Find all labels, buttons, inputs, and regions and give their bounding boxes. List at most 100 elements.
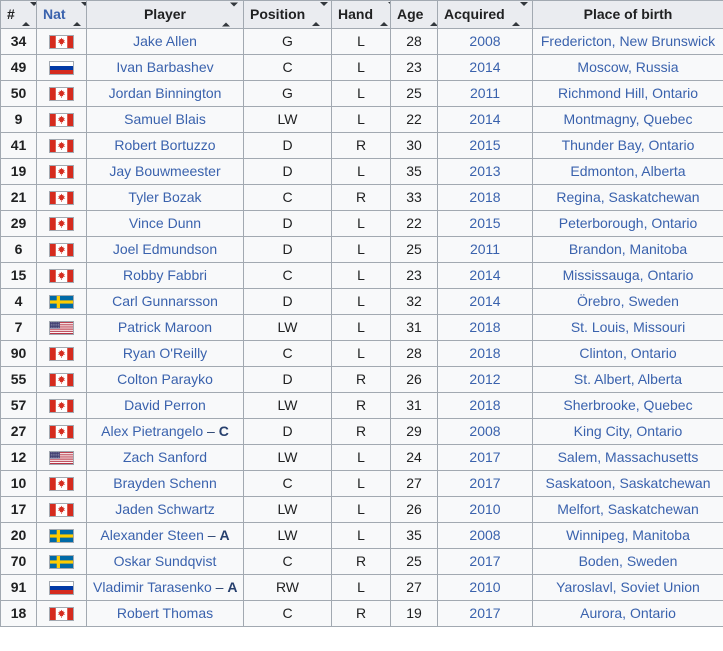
column-header-num[interactable]: # [0, 0, 37, 29]
birthplace-link[interactable]: Fredericton, New Brunswick [540, 33, 716, 49]
acquired-year-link[interactable]: 2017 [469, 605, 501, 621]
acquired-year-link[interactable]: 2018 [469, 319, 501, 335]
column-header-player[interactable]: Player [86, 0, 244, 29]
acquired-cell: 2010 [437, 574, 533, 601]
flag-canada-icon [49, 242, 74, 257]
birthplace-cell: Mississauga, Ontario [532, 262, 723, 289]
birthplace-link[interactable]: Örebro, Sweden [577, 293, 679, 309]
acquired-year-link[interactable]: 2008 [469, 527, 501, 543]
birthplace-cell: Richmond Hill, Ontario [532, 80, 723, 107]
player-link[interactable]: Vladimir Tarasenko [93, 579, 212, 595]
player-link[interactable]: Carl Gunnarsson [112, 293, 218, 309]
nat-header-link[interactable]: Nat [43, 6, 66, 22]
player-link[interactable]: Oskar Sundqvist [113, 553, 217, 569]
birthplace-link[interactable]: Melfort, Saskatchewan [557, 501, 699, 517]
birthplace-link[interactable]: Aurora, Ontario [580, 605, 676, 621]
player-link[interactable]: Robby Fabbri [122, 267, 208, 283]
acquired-year-link[interactable]: 2012 [469, 371, 501, 387]
birthplace-link[interactable]: Richmond Hill, Ontario [557, 85, 699, 101]
player-link[interactable]: Patrick Maroon [117, 319, 213, 335]
acquired-year-link[interactable]: 2008 [469, 33, 501, 49]
acquired-year-link[interactable]: 2017 [469, 449, 501, 465]
birthplace-link[interactable]: Clinton, Ontario [579, 345, 677, 361]
acquired-year-link[interactable]: 2014 [469, 293, 501, 309]
column-header-label-birthplace: Place of birth [583, 6, 673, 22]
nationality-cell [36, 132, 87, 159]
player-link[interactable]: Robert Bortuzzo [114, 137, 216, 153]
player-cell: Carl Gunnarsson [86, 288, 244, 315]
player-link[interactable]: Zach Sanford [122, 449, 208, 465]
acquired-year-link[interactable]: 2018 [469, 345, 501, 361]
player-link[interactable]: Jordan Binnington [108, 85, 222, 101]
column-header-position[interactable]: Position [243, 0, 332, 29]
age-value: 26 [390, 366, 438, 393]
acquired-year-link[interactable]: 2010 [469, 501, 501, 517]
birthplace-link[interactable]: Yaroslavl, Soviet Union [556, 579, 700, 595]
acquired-year-link[interactable]: 2010 [469, 579, 501, 595]
acquired-year-link[interactable]: 2015 [469, 137, 501, 153]
birthplace-link[interactable]: Sherbrooke, Quebec [563, 397, 693, 413]
player-link[interactable]: Jay Bouwmeester [109, 163, 221, 179]
player-link[interactable]: Samuel Blais [124, 111, 206, 127]
player-link[interactable]: Colton Parayko [117, 371, 213, 387]
age-value: 30 [390, 132, 438, 159]
captain-designation: A [227, 579, 238, 595]
player-link[interactable]: Jaden Schwartz [115, 501, 215, 517]
jersey-number: 57 [0, 392, 37, 419]
player-link[interactable]: Vince Dunn [128, 215, 202, 231]
flag-canada-icon [49, 164, 74, 179]
player-link[interactable]: Alex Pietrangelo [101, 423, 204, 439]
acquired-year-link[interactable]: 2018 [469, 397, 501, 413]
birthplace-cell: Winnipeg, Manitoba [532, 522, 723, 549]
birthplace-link[interactable]: Regina, Saskatchewan [556, 189, 700, 205]
acquired-year-link[interactable]: 2011 [469, 85, 501, 101]
birthplace-link[interactable]: St. Albert, Alberta [573, 371, 683, 387]
birthplace-link[interactable]: Thunder Bay, Ontario [561, 137, 695, 153]
player-link[interactable]: Joel Edmundson [112, 241, 218, 257]
acquired-cell: 2011 [437, 80, 533, 107]
acquired-year-link[interactable]: 2011 [469, 241, 501, 257]
birthplace-link[interactable]: Montmagny, Quebec [563, 111, 693, 127]
acquired-year-link[interactable]: 2014 [469, 111, 501, 127]
player-link[interactable]: Ivan Barbashev [116, 59, 214, 75]
player-link[interactable]: Brayden Schenn [113, 475, 217, 491]
acquired-year-link[interactable]: 2014 [469, 59, 501, 75]
column-header-acquired[interactable]: Acquired [437, 0, 533, 29]
player-link[interactable]: David Perron [124, 397, 206, 413]
birthplace-link[interactable]: Winnipeg, Manitoba [566, 527, 690, 543]
birthplace-link[interactable]: Moscow, Russia [577, 59, 679, 75]
birthplace-link[interactable]: Mississauga, Ontario [562, 267, 694, 283]
player-link[interactable]: Tyler Bozak [128, 189, 202, 205]
birthplace-link[interactable]: King City, Ontario [573, 423, 683, 439]
column-header-nat[interactable]: Nat [36, 0, 87, 29]
birthplace-link[interactable]: Edmonton, Alberta [570, 163, 686, 179]
birthplace-link[interactable]: St. Louis, Missouri [570, 319, 686, 335]
birthplace-cell: Fredericton, New Brunswick [532, 28, 723, 55]
acquired-year-link[interactable]: 2018 [469, 189, 501, 205]
birthplace-link[interactable]: Brandon, Manitoba [568, 241, 688, 257]
acquired-cell: 2014 [437, 288, 533, 315]
column-header-hand[interactable]: Hand [331, 0, 391, 29]
player-link[interactable]: Jake Allen [133, 33, 197, 49]
player-link[interactable]: Ryan O'Reilly [122, 345, 208, 361]
table-row: 15 Robby Fabbri C L 23 2014 Mississauga, Ontar… [0, 262, 723, 289]
acquired-year-link[interactable]: 2013 [469, 163, 501, 179]
birthplace-link[interactable]: Boden, Sweden [578, 553, 678, 569]
player-link[interactable]: Alexander Steen [100, 527, 204, 543]
hand-value: R [331, 366, 391, 393]
acquired-year-link[interactable]: 2014 [469, 267, 501, 283]
nationality-cell [36, 28, 87, 55]
hand-value: L [331, 574, 391, 601]
nationality-cell [36, 210, 87, 237]
birthplace-link[interactable]: Saskatoon, Saskatchewan [545, 475, 711, 491]
acquired-year-link[interactable]: 2017 [469, 553, 501, 569]
birthplace-link[interactable]: Peterborough, Ontario [558, 215, 698, 231]
acquired-year-link[interactable]: 2017 [469, 475, 501, 491]
player-link[interactable]: Robert Thomas [116, 605, 214, 621]
column-header-age[interactable]: Age [390, 0, 438, 29]
acquired-year-link[interactable]: 2008 [469, 423, 501, 439]
acquired-year-link[interactable]: 2015 [469, 215, 501, 231]
birthplace-link[interactable]: Salem, Massachusetts [557, 449, 699, 465]
birthplace-cell: Aurora, Ontario [532, 600, 723, 627]
age-value: 27 [390, 574, 438, 601]
